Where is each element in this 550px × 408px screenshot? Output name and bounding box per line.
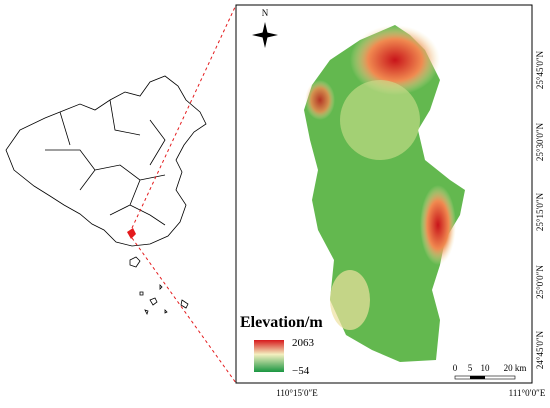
connector-lines (131, 4, 237, 384)
scale-label: 20 km (504, 363, 527, 373)
scale-label: 0 (453, 363, 458, 373)
legend-low: −54 (292, 365, 310, 377)
legend-colorbar (254, 340, 284, 372)
study-area-marker (127, 228, 136, 239)
latitude-labels: 25°45′0″N 25°30′0″N 25°15′0″N 25°0′0″N 2… (535, 50, 545, 369)
longitude-label: 111°0′0″E (509, 388, 546, 398)
latitude-label: 24°45′0″N (535, 330, 545, 369)
latitude-label: 25°45′0″N (535, 50, 545, 89)
north-arrow: N (252, 8, 278, 48)
latitude-label: 25°0′0″N (535, 265, 545, 299)
legend-high: 2063 (292, 337, 315, 349)
latitude-label: 25°15′0″N (535, 192, 545, 231)
longitude-labels: 110°15′0″E 111°0′0″E (276, 388, 546, 398)
legend: Elevation/m 2063 −54 (240, 314, 323, 377)
latitude-label: 25°30′0″N (535, 122, 545, 161)
china-map (5, 75, 207, 316)
north-label: N (262, 8, 269, 18)
scale-label: 10 (481, 363, 491, 373)
elevation-map (304, 25, 465, 362)
scale-label: 5 (468, 363, 473, 373)
scale-bar: 0 5 10 20 km (453, 363, 527, 380)
legend-title: Elevation/m (240, 314, 323, 331)
longitude-label: 110°15′0″E (276, 388, 318, 398)
